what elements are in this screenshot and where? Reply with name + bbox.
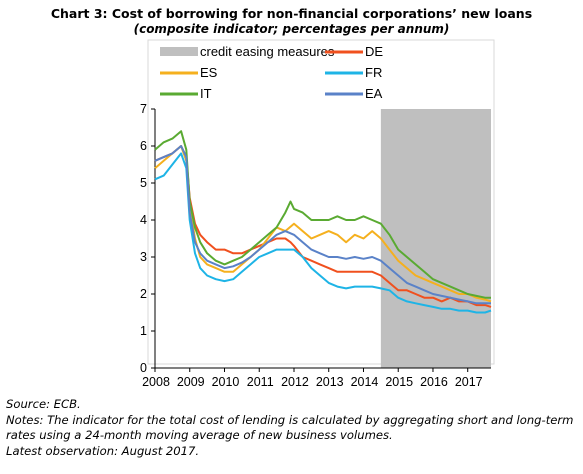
y-tick-label: 1 [140, 324, 147, 338]
series-line-es [154, 145, 492, 303]
line-chart: 0 1 2 3 4 5 6 7 2008 2009 2010 2011 2012 2013 2014 2015… [140, 39, 495, 388]
y-tick-label: 3 [140, 250, 147, 264]
y-tick-label: 0 [140, 361, 147, 375]
x-tick-label: 2014 [351, 375, 379, 388]
x-tick-label: 2013 [316, 375, 344, 388]
source-note: Source: ECB. [6, 397, 81, 411]
x-tick-label: 2008 [142, 375, 170, 388]
x-tick-label: 2012 [281, 375, 309, 388]
plot-frame [147, 39, 495, 365]
x-tick-label: 2016 [420, 375, 448, 388]
y-tick-label: 4 [140, 213, 147, 227]
legend-label-fr: FR [365, 65, 382, 80]
method-note-line1: Notes: The indicator for the total cost … [6, 412, 574, 427]
y-tick-label: 7 [140, 102, 147, 116]
legend-label-ea: EA [365, 86, 383, 101]
x-tick-label: 2015 [385, 375, 413, 388]
y-tick-label: 5 [140, 176, 147, 190]
chart-title: Chart 3: Cost of borrowing for non-finan… [50, 6, 533, 21]
series-line-ea [154, 145, 491, 305]
chart-subtitle: (composite indicator; percentages per an… [133, 22, 450, 36]
legend-label-it: IT [200, 86, 212, 101]
latest-observation-note: Latest observation: August 2017. [6, 443, 200, 458]
y-tick-label: 6 [140, 139, 147, 153]
method-note-line2: rates using a 24-month moving average of… [6, 428, 393, 442]
legend-label-credit-easing-measures: credit easing measures [200, 44, 335, 59]
x-tick-label: 2017 [455, 375, 483, 388]
credit-easing-shaded-region [380, 109, 491, 368]
x-tick-label: 2009 [177, 375, 205, 388]
legend-label-de: DE [365, 44, 383, 59]
x-tick-label: 2010 [212, 375, 240, 388]
series-line-fr [154, 152, 492, 314]
series-line-it [154, 130, 491, 299]
legend-swatch-credit-easing-measures [160, 47, 198, 56]
x-tick-label: 2011 [247, 375, 274, 388]
series-line-de [154, 145, 492, 308]
y-tick-label: 2 [140, 287, 147, 301]
notes-block: Source: ECB. Notes: The indicator for th… [6, 397, 580, 459]
legend-label-es: ES [200, 65, 218, 80]
